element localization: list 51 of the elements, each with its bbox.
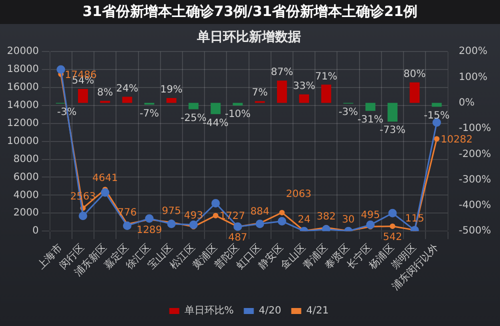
data-label: 975 [162,206,181,217]
y2-tick-label: -300% [458,174,492,186]
y-tick-label: 0 [32,226,39,237]
y2-tick-label: -400% [458,200,492,212]
y2-tick-label: -500% [458,226,492,237]
data-label: 7% [252,88,268,99]
data-label: 4641 [92,173,118,184]
data-label: 30 [342,214,355,226]
y-tick-label: 18000 [7,64,39,76]
data-label: 382 [316,211,336,222]
data-label: -31% [358,114,384,126]
data-label: 884 [250,206,270,218]
y2-tick-label: 100% [458,72,488,83]
y2-tick-label: -200% [458,148,492,160]
data-label: 10282 [440,134,473,146]
y-tick-label: 16000 [7,82,39,94]
y-tick-label: 2000 [13,208,39,219]
y-tick-label: 6000 [13,172,39,183]
data-label: 487 [228,232,248,244]
data-label: 33% [292,81,316,92]
legend-label: 4/21 [306,306,329,317]
data-label: -3% [338,107,358,118]
data-label: 2063 [286,189,312,200]
y2-tick-label: 200% [458,46,488,58]
data-label: 71% [315,71,338,82]
y-tick-label: 20000 [7,46,39,58]
data-label: 493 [184,210,204,222]
legend-label: 4/20 [258,306,282,317]
data-label: 24 [298,214,310,226]
data-label: 80% [404,68,426,80]
y-tick-label: 8000 [13,154,39,165]
data-label: 542 [382,232,402,243]
data-label: 495 [360,210,380,222]
legend-label: 单日环比% [184,304,234,317]
chart-title: 单日环比新增数据 [196,29,301,46]
data-label: -15% [424,110,450,122]
y-tick-label: 12000 [7,118,39,129]
text: 31省份新增本土确诊73例/31省份新增本土确诊21例 [0,0,500,24]
data-label: -73% [380,125,406,136]
data-label: 8% [97,87,114,98]
data-label: 24% [116,83,138,94]
data-label: 1289 [136,225,162,236]
data-label: -10% [224,109,251,120]
data-label: 19% [160,84,183,96]
y-tick-label: 10000 [7,136,39,147]
y2-tick-label: -100% [458,123,492,134]
y-tick-label: 14000 [7,100,39,112]
data-label: -7% [140,108,160,120]
data-label: 87% [270,67,294,78]
y-tick-label: 4000 [13,190,39,201]
y2-tick-label: 0% [458,97,475,108]
